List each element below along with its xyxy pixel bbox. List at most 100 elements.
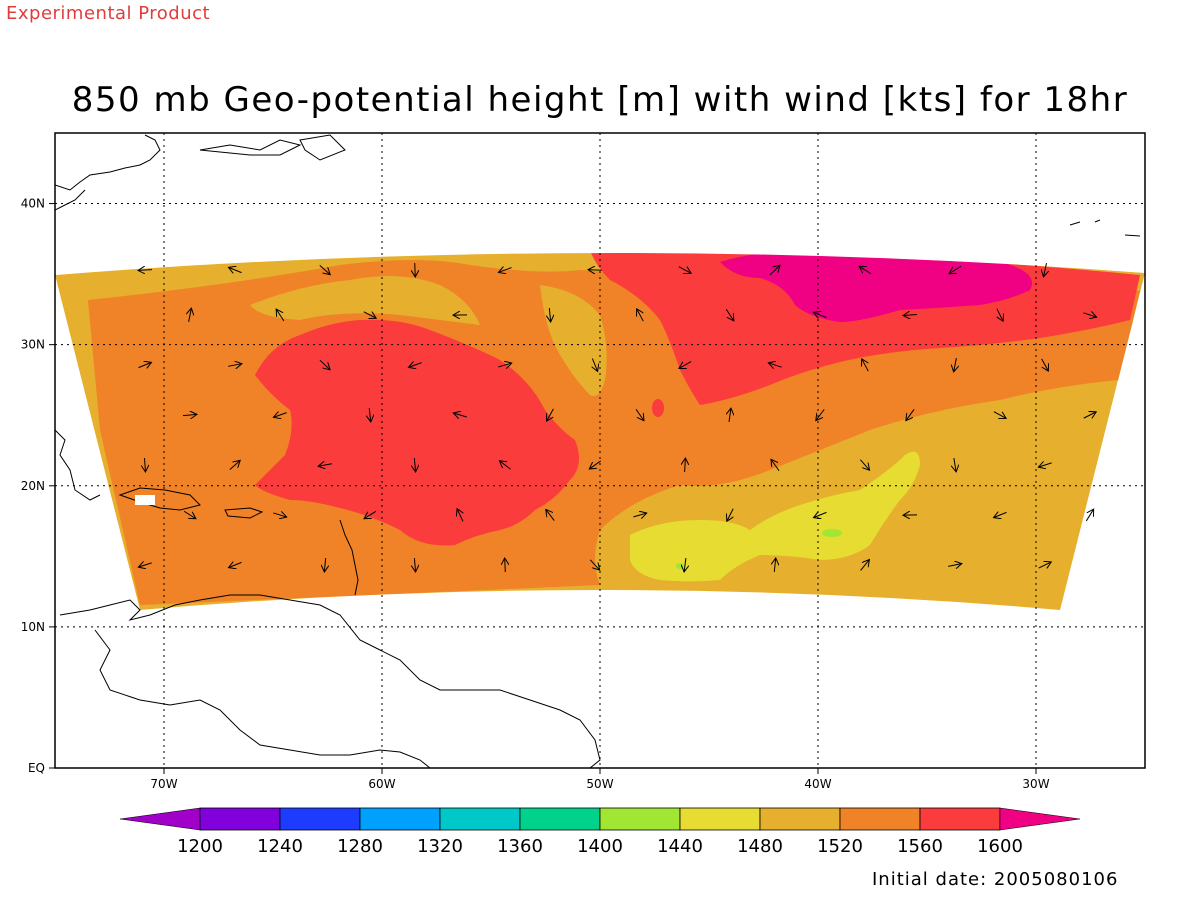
wind-arrow: [369, 407, 371, 422]
shading-1520-band: [250, 276, 480, 325]
lat-tick-label: EQ: [28, 761, 45, 775]
wind-arrow: [183, 510, 196, 519]
colorbar-segment: [919, 807, 1001, 831]
shading-1520-strip: [540, 285, 607, 396]
wind-arrow: [816, 409, 825, 420]
lon-tick-label: 30W: [1022, 777, 1049, 791]
lat-tick-label: 40N: [21, 197, 45, 211]
colorbar-segment: [359, 807, 441, 831]
wind-arrow: [453, 413, 467, 417]
wind-arrow: [954, 358, 957, 372]
colorbar-level-label: 1480: [737, 836, 783, 857]
colorbar-segment: [279, 807, 361, 831]
wind-arrow: [1043, 263, 1046, 277]
colorbar-segment: [759, 807, 841, 831]
plot-area: [55, 133, 1145, 768]
wind-arrow: [729, 408, 731, 422]
wind-arrow: [319, 359, 330, 370]
wind-arrow: [549, 307, 550, 322]
wind-arrow: [589, 559, 599, 570]
map-title: 850 mb Geo-potential height [m] with win…: [71, 80, 1129, 120]
wind-arrow: [363, 311, 376, 318]
wind-arrow: [138, 270, 153, 271]
wind-arrow: [138, 563, 152, 567]
wind-arrow: [229, 460, 240, 471]
wind-arrow: [637, 309, 644, 322]
wind-arrow: [414, 557, 415, 572]
outside-domain-north: [55, 133, 1145, 275]
initial-date: Initial date: 2005080106: [872, 869, 1119, 890]
wind-arrow: [725, 308, 734, 321]
experimental-banner: Experimental Product: [6, 3, 211, 24]
grid-lines: [55, 133, 1145, 768]
wind-arrow: [768, 363, 782, 367]
wind-arrow: [685, 458, 686, 473]
wind-arrow: [994, 512, 1007, 517]
coast-nova-scotia: [199, 139, 302, 156]
wind-arrow: [498, 268, 512, 273]
colorbar-level-label: 1280: [337, 836, 383, 857]
wind-arrow: [903, 314, 918, 315]
wind-arrow: [324, 557, 325, 572]
wind-arrow: [814, 512, 827, 517]
lon-tick-label: 60W: [368, 777, 395, 791]
colorbar-over-triangle: [999, 807, 1081, 831]
colorbar-segment: [439, 807, 521, 831]
wind-arrow: [862, 359, 869, 372]
colorbar-level-label: 1240: [257, 836, 303, 857]
wind-arrow: [229, 562, 242, 567]
wind-arrow: [1083, 412, 1097, 418]
wind-arrow: [684, 557, 686, 572]
wind-arrow: [415, 262, 416, 277]
wind-arrow: [364, 510, 377, 518]
wind-arrow: [948, 564, 962, 567]
wind-arrow: [774, 558, 775, 573]
colorbar-level-label: 1320: [417, 836, 463, 857]
outside-domain-east: [1060, 273, 1145, 612]
wind-arrow: [860, 459, 869, 471]
shading-1600-west: [255, 319, 579, 546]
wind-arrow: [1038, 562, 1052, 568]
wind-vectors: [138, 262, 1097, 573]
wind-arrow: [588, 270, 603, 271]
wind-arrow: [1083, 313, 1096, 317]
shading-1440-spot: [822, 529, 842, 537]
wind-arrow: [996, 308, 1003, 322]
wind-arrow: [414, 457, 415, 472]
coast-newfoundland: [299, 134, 346, 161]
colorbar-segment: [599, 807, 681, 831]
wind-arrow: [906, 409, 915, 420]
colorbar-segment: [519, 807, 601, 831]
wind-arrow: [457, 509, 463, 522]
colorbar-level-label: 1560: [897, 836, 943, 857]
wind-arrow: [145, 457, 146, 472]
colorbar-level-label: 1360: [497, 836, 543, 857]
wind-arrow: [229, 267, 242, 272]
lat-tick-label: 30N: [21, 338, 45, 352]
wind-arrow: [318, 464, 332, 467]
wind-arrow: [547, 408, 554, 421]
wind-arrow: [319, 264, 330, 274]
colorbar-level-label: 1520: [817, 836, 863, 857]
colorbar-segment: [679, 807, 761, 831]
lon-tick-label: 40W: [804, 777, 831, 791]
wind-arrow: [408, 363, 422, 368]
colorbar-level-label: 1400: [577, 836, 623, 857]
wind-arrow: [1041, 358, 1049, 371]
colorbar-under-triangle: [119, 807, 201, 831]
wind-arrow: [993, 411, 1006, 419]
wind-arrow: [771, 459, 780, 472]
wind-arrow: [182, 414, 197, 415]
shading-1480: [630, 451, 920, 582]
wind-arrow: [727, 508, 734, 521]
wind-arrow: [633, 513, 646, 517]
wind-arrow: [499, 461, 511, 470]
wind-arrow: [813, 312, 827, 317]
lat-tick-label: 20N: [21, 479, 45, 493]
wind-arrow: [228, 364, 242, 367]
colorbar-level-label: 1440: [657, 836, 703, 857]
colorbar-level-label: 1200: [177, 836, 223, 857]
wind-arrow: [1038, 463, 1052, 467]
